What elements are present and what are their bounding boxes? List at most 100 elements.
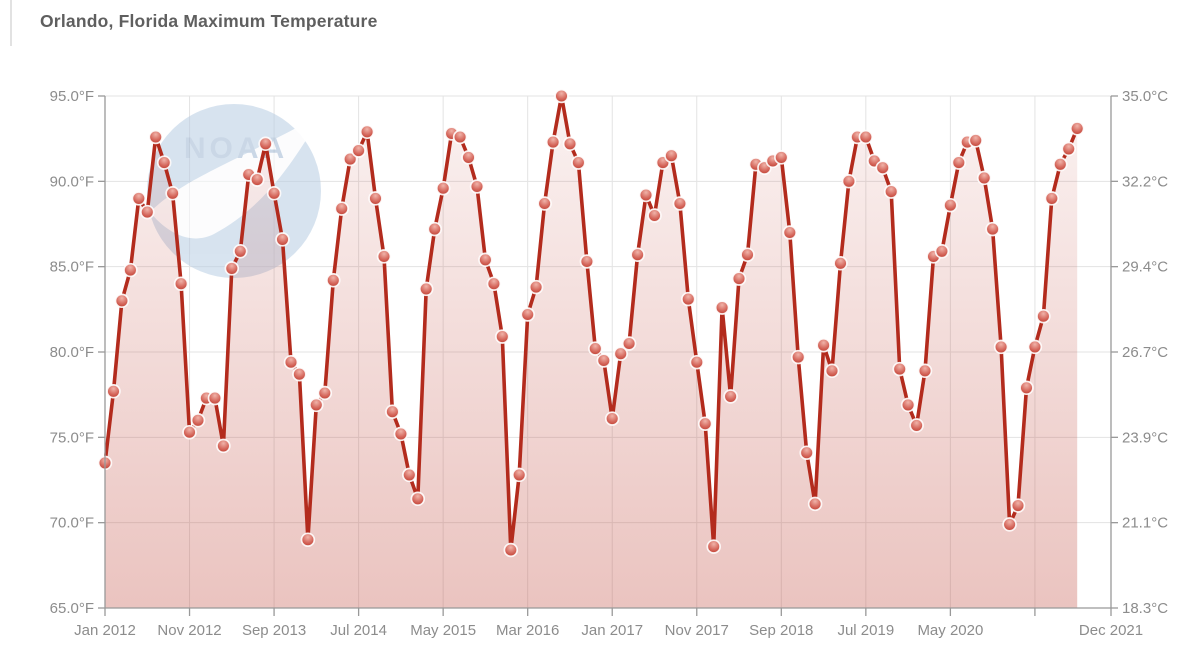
data-point-marker[interactable] [140, 204, 155, 220]
data-point-marker[interactable] [604, 411, 620, 426]
data-point-marker[interactable] [385, 404, 400, 419]
data-point-marker[interactable] [123, 262, 138, 278]
data-point-marker[interactable] [1002, 517, 1017, 532]
data-point-marker[interactable] [300, 532, 316, 547]
data-point-marker[interactable] [714, 300, 730, 315]
data-point-marker[interactable] [182, 424, 197, 440]
data-point-marker[interactable] [427, 221, 442, 237]
data-point-marker[interactable] [588, 341, 603, 356]
data-point-marker[interactable] [165, 186, 180, 201]
data-point-marker[interactable] [190, 413, 206, 428]
data-point-marker[interactable] [368, 191, 383, 206]
data-point-marker[interactable] [883, 184, 899, 199]
data-point-marker[interactable] [393, 426, 409, 442]
data-point-marker[interactable] [579, 254, 595, 269]
data-point-marker[interactable] [402, 467, 417, 483]
data-point-marker[interactable] [968, 133, 983, 148]
data-point-marker[interactable] [275, 232, 290, 247]
data-point-marker[interactable] [1036, 308, 1051, 324]
data-point-marker[interactable] [571, 155, 586, 170]
data-point-marker[interactable] [173, 276, 189, 291]
data-point-marker[interactable] [452, 129, 468, 145]
data-point-marker[interactable] [790, 349, 806, 365]
data-point-marker[interactable] [875, 160, 890, 175]
data-point-marker[interactable] [740, 247, 755, 262]
data-point-marker[interactable] [495, 329, 510, 344]
data-point-marker[interactable] [1061, 141, 1076, 157]
data-point-marker[interactable] [554, 88, 569, 104]
data-point-marker[interactable] [376, 249, 392, 264]
data-point-marker[interactable] [917, 363, 933, 379]
data-point-marker[interactable] [697, 416, 713, 431]
data-point-marker[interactable] [342, 151, 358, 167]
data-point-marker[interactable] [410, 491, 426, 507]
data-point-marker[interactable] [596, 353, 612, 368]
data-point-marker[interactable] [292, 366, 307, 382]
data-point-marker[interactable] [951, 155, 967, 170]
data-point-marker[interactable] [630, 247, 645, 262]
data-point-marker[interactable] [545, 134, 561, 150]
data-point-marker[interactable] [207, 390, 223, 406]
data-point-marker[interactable] [613, 346, 628, 361]
data-point-marker[interactable] [706, 539, 721, 554]
data-point-marker[interactable] [131, 191, 147, 206]
data-point-marker[interactable] [528, 279, 544, 295]
data-point-marker[interactable] [469, 179, 485, 194]
data-point-marker[interactable] [461, 150, 476, 165]
data-point-marker[interactable] [1019, 380, 1034, 396]
data-point-marker[interactable] [909, 418, 924, 433]
data-point-marker[interactable] [858, 129, 874, 145]
data-point-marker[interactable] [993, 339, 1009, 355]
data-point-marker[interactable] [224, 261, 240, 276]
data-point-marker[interactable] [621, 336, 637, 351]
data-point-marker[interactable] [326, 273, 341, 288]
data-point-marker[interactable] [114, 293, 130, 309]
data-point-marker[interactable] [976, 170, 992, 186]
data-point-marker[interactable] [833, 256, 848, 271]
data-point-marker[interactable] [359, 124, 375, 140]
data-point-marker[interactable] [106, 384, 121, 399]
data-point-marker[interactable] [283, 354, 299, 370]
data-point-marker[interactable] [478, 252, 493, 268]
data-point-marker[interactable] [638, 187, 654, 203]
data-point-marker[interactable] [309, 397, 324, 413]
data-point-marker[interactable] [562, 136, 578, 152]
data-point-marker[interactable] [934, 244, 950, 259]
data-point-marker[interactable] [782, 225, 798, 240]
data-point-marker[interactable] [537, 196, 552, 211]
data-point-marker[interactable] [334, 201, 349, 216]
data-point-marker[interactable] [156, 155, 172, 170]
data-point-marker[interactable] [1069, 121, 1085, 136]
data-point-marker[interactable] [985, 221, 1000, 237]
data-point-marker[interactable] [774, 150, 789, 165]
data-point-marker[interactable] [799, 445, 814, 460]
data-point-marker[interactable] [249, 172, 265, 187]
data-point-marker[interactable] [511, 467, 527, 483]
data-point-marker[interactable] [317, 385, 333, 401]
data-point-marker[interactable] [233, 244, 248, 259]
data-point-marker[interactable] [807, 496, 823, 512]
data-point-marker[interactable] [520, 307, 535, 322]
data-point-marker[interactable] [503, 542, 519, 558]
data-point-marker[interactable] [418, 281, 434, 297]
data-point-marker[interactable] [1053, 157, 1068, 172]
data-point-marker[interactable] [1027, 339, 1043, 355]
data-point-marker[interactable] [435, 180, 451, 196]
data-point-marker[interactable] [664, 148, 679, 163]
data-point-marker[interactable] [216, 438, 231, 454]
data-point-marker[interactable] [266, 186, 282, 201]
data-point-marker[interactable] [943, 197, 958, 213]
data-point-marker[interactable] [1010, 498, 1026, 513]
data-point-marker[interactable] [1044, 191, 1060, 206]
data-point-marker[interactable] [148, 129, 163, 145]
data-point-marker[interactable] [841, 174, 857, 189]
data-point-marker[interactable] [723, 389, 738, 404]
data-point-marker[interactable] [689, 354, 705, 370]
data-point-marker[interactable] [486, 276, 502, 291]
data-point-marker[interactable] [681, 291, 696, 307]
data-point-marker[interactable] [892, 361, 907, 377]
data-point-marker[interactable] [672, 196, 688, 211]
data-point-marker[interactable] [824, 363, 840, 379]
data-point-marker[interactable] [731, 271, 747, 286]
data-point-marker[interactable] [816, 337, 831, 353]
